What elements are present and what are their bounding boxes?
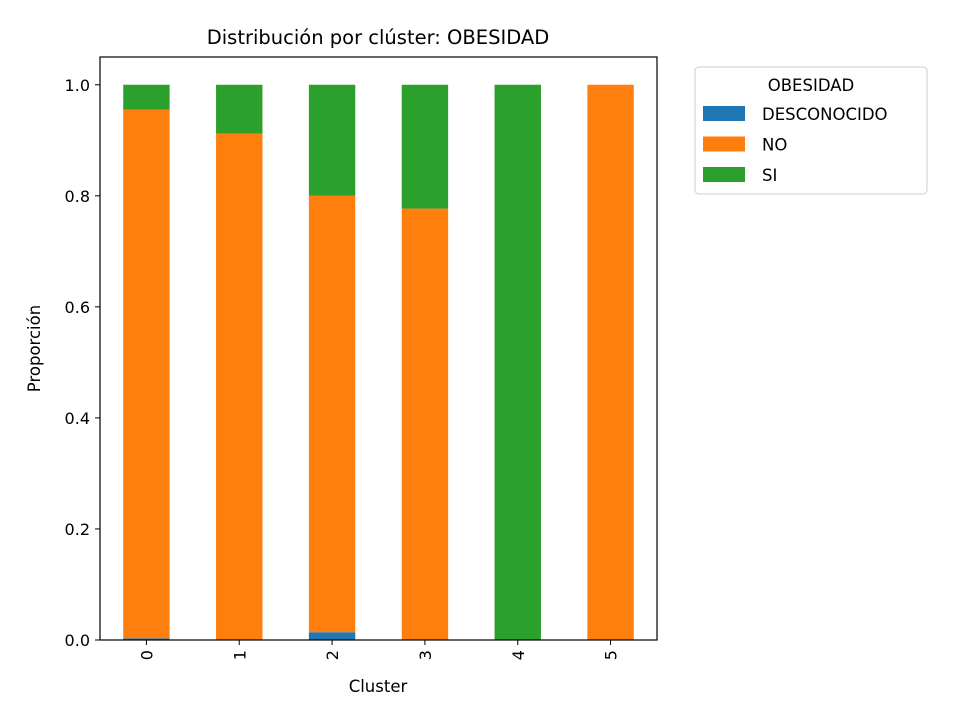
y-tick-label: 0.2	[65, 520, 90, 539]
y-tick-label: 0.0	[65, 631, 90, 650]
bar-segment-desconocido-cluster-0	[123, 638, 170, 640]
chart-title: Distribución por clúster: OBESIDAD	[207, 26, 550, 49]
legend-swatch-si	[703, 167, 745, 182]
bar-segment-no-cluster-2	[308, 195, 356, 633]
plot-frame	[99, 56, 658, 641]
legend-title: OBESIDAD	[768, 76, 854, 95]
bar-segment-si-cluster-0	[123, 84, 170, 110]
legend-frame	[694, 66, 928, 195]
x-tick-label: 3	[416, 650, 435, 660]
x-tick-label: 1	[230, 650, 249, 660]
legend-label-no: NO	[762, 136, 787, 155]
legend-swatch-desconocido	[703, 106, 745, 121]
x-tick-label: 0	[137, 650, 156, 660]
x-axis-label: Cluster	[349, 677, 408, 696]
legend-swatch-no	[703, 136, 745, 152]
x-tick-label: 4	[509, 650, 528, 660]
bar-segment-si-cluster-2	[308, 84, 356, 196]
x-tick-label: 2	[323, 650, 342, 660]
bar-segment-desconocido-cluster-2	[308, 632, 356, 640]
bar-segment-no-cluster-3	[401, 208, 449, 640]
y-axis: 0.0 0.2 0.4 0.6 0.8 1.0	[65, 76, 100, 650]
bar-segment-no-cluster-0	[123, 109, 170, 639]
legend-label-si: SI	[762, 166, 777, 185]
y-tick-label: 0.8	[65, 187, 90, 206]
bar-segment-no-cluster-1	[216, 133, 263, 640]
y-axis-label: Proporción	[25, 305, 44, 392]
legend: OBESIDAD DESCONOCIDO NO SI	[694, 66, 928, 195]
bar-segment-no-cluster-5	[587, 84, 634, 640]
bar-segment-si-cluster-3	[401, 84, 449, 209]
bar-segment-si-cluster-1	[216, 84, 263, 134]
bar-segment-si-cluster-4	[494, 84, 541, 640]
y-tick-label: 1.0	[65, 76, 90, 95]
x-axis: 0 1 2 3 4 5	[137, 640, 621, 660]
bars-group	[123, 84, 634, 640]
y-tick-label: 0.6	[65, 298, 90, 317]
legend-label-desconocido: DESCONOCIDO	[762, 105, 888, 124]
y-tick-label: 0.4	[65, 409, 90, 428]
x-tick-label: 5	[602, 650, 621, 660]
